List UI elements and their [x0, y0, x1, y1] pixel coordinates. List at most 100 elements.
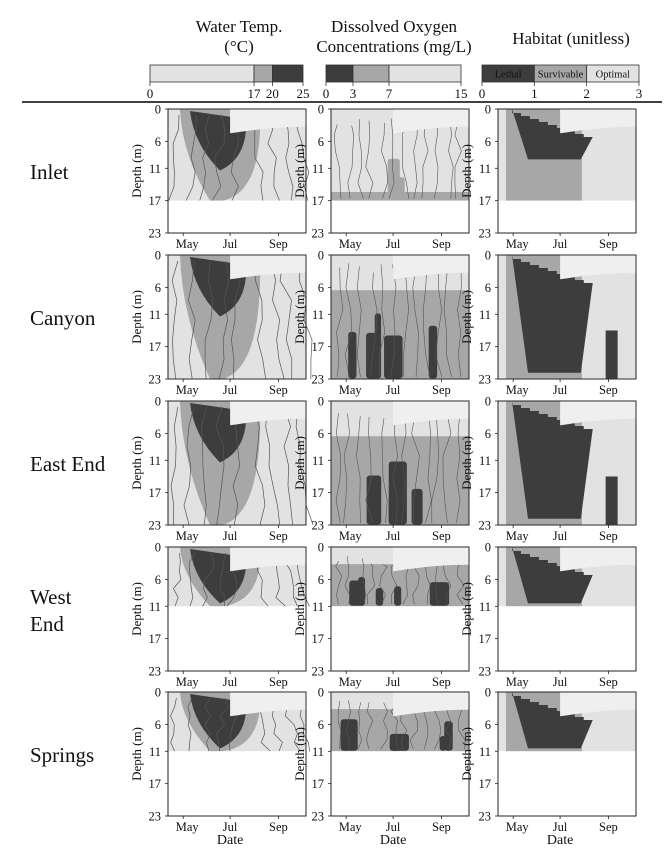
contour-line [378, 264, 386, 378]
habitat-lethal [605, 330, 618, 379]
legend-tick-label: 15 [455, 86, 468, 101]
panel-border [330, 254, 470, 380]
y-tick-label: 6 [318, 281, 324, 295]
contour-line [215, 697, 229, 752]
y-tick-label: 11 [312, 454, 324, 468]
contour-line [335, 413, 342, 524]
contour-line [202, 552, 215, 607]
panel-border [497, 546, 637, 672]
contour-line [171, 260, 179, 380]
contour-line [448, 121, 454, 199]
y-tick-label: 6 [155, 718, 161, 732]
y-tick-label: 6 [485, 135, 491, 149]
oxygen-patch [389, 738, 400, 751]
y-tick-label: 17 [312, 632, 325, 646]
legend-swatch [352, 64, 390, 83]
contour-line [356, 416, 361, 524]
x-axis-label: Date [547, 833, 573, 848]
site-label: Canyon [30, 306, 96, 330]
contour-line [388, 118, 395, 199]
y-tick-label: 23 [149, 665, 162, 679]
y-tick-label: 17 [312, 777, 325, 791]
x-tick-label: Sep [432, 820, 451, 834]
legend-swatch [325, 64, 354, 83]
contour-line [379, 564, 388, 605]
panel-1: 0 6 11 17 23 May Jul Sep Depth (m) [292, 686, 470, 834]
contour-line [457, 269, 462, 378]
y-tick-label: 11 [149, 162, 161, 176]
contour-line [435, 272, 443, 378]
column-title: (°C) [224, 37, 253, 56]
contour-line [283, 406, 293, 526]
contour-line [336, 267, 344, 378]
contour-line [443, 265, 452, 378]
oxygen-patch [349, 580, 364, 606]
y-tick-label: 6 [485, 281, 491, 295]
contour-line [425, 411, 432, 524]
contour-line [215, 406, 225, 526]
y-axis-label: Depth (m) [459, 436, 474, 490]
surface-cap [230, 109, 306, 134]
contour-line [266, 114, 280, 201]
contour-line [433, 117, 439, 199]
panel-0: 0 6 11 17 23 May Jul Sep Depth (m) [129, 103, 310, 251]
contour-line [357, 702, 362, 750]
below-bottom [331, 606, 469, 671]
y-axis-label: Depth (m) [292, 144, 307, 198]
x-tick-label: May [339, 237, 363, 251]
y-axis-label: Depth (m) [292, 727, 307, 781]
y-tick-label: 17 [149, 486, 162, 500]
x-tick-label: Sep [269, 675, 288, 689]
y-tick-label: 6 [155, 281, 161, 295]
panel-2: 0 6 11 17 23 May Jul Sep Depth (m) [459, 395, 637, 543]
panel-border [497, 254, 637, 380]
x-tick-label: May [176, 820, 200, 834]
contour-line [423, 269, 431, 378]
oxygen-patch [384, 335, 403, 379]
contour-line [183, 406, 195, 526]
x-tick-label: Jul [553, 383, 568, 397]
contour-line [346, 700, 351, 750]
contour-line [390, 706, 399, 750]
panel-1: 0 6 11 17 23 May Jul Sep Depth (m) [292, 541, 470, 689]
contour-line [189, 552, 196, 607]
contour-line [170, 406, 179, 526]
contour-line [366, 563, 376, 605]
below-bottom [168, 751, 306, 816]
panel-2: 0 6 11 17 23 May Jul Sep Depth (m) [459, 541, 637, 689]
legend-bar: 0 17 20 25 [147, 64, 310, 101]
oxygen-patch [411, 488, 423, 525]
x-tick-label: Sep [432, 675, 451, 689]
legend-tick-label: 2 [583, 86, 590, 101]
y-tick-label: 17 [479, 340, 492, 354]
x-tick-label: Sep [599, 529, 618, 543]
y-tick-label: 6 [318, 718, 324, 732]
site-label: West [30, 585, 72, 609]
panel-border [167, 691, 307, 817]
contour-line [204, 260, 214, 380]
contour-line [343, 413, 350, 524]
y-tick-label: 23 [149, 227, 162, 241]
contour-line [185, 114, 197, 201]
panel-1: 0 6 11 17 23 May Jul Sep Depth (m) [292, 395, 470, 543]
oxygen-patch [366, 475, 382, 525]
site-label: End [30, 612, 64, 636]
contour-line [390, 264, 397, 378]
panel-0: 0 6 11 17 23 May Jul Sep Depth (m) [129, 541, 310, 689]
y-tick-label: 23 [479, 227, 492, 241]
panel-border [497, 400, 637, 526]
y-tick-label: 23 [149, 373, 162, 387]
surface-cap [393, 547, 469, 572]
contour-line [390, 563, 398, 605]
x-tick-label: Jul [223, 383, 238, 397]
legend-swatch [149, 64, 255, 83]
legend-tick-label: 17 [248, 86, 262, 101]
below-bottom [331, 200, 469, 233]
y-tick-label: 11 [312, 308, 324, 322]
contour-line [443, 560, 452, 605]
habitat-lethal [512, 255, 593, 373]
surface-cap [230, 692, 306, 717]
y-tick-label: 17 [149, 632, 162, 646]
contour-line [347, 125, 354, 199]
contour-line [295, 114, 310, 201]
